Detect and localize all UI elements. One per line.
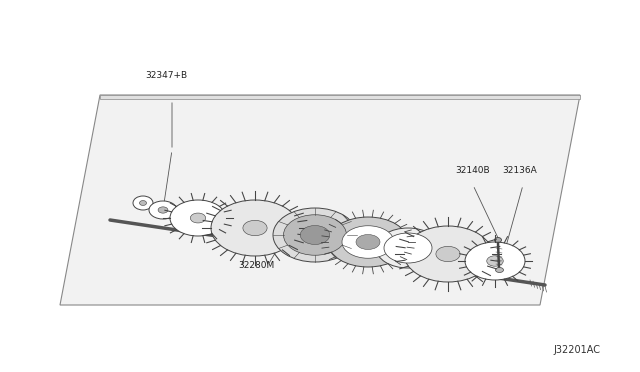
Ellipse shape <box>495 237 502 243</box>
Text: 32140B: 32140B <box>455 166 490 175</box>
Polygon shape <box>100 95 580 99</box>
Ellipse shape <box>495 267 504 273</box>
Ellipse shape <box>404 226 492 282</box>
Text: 32136A: 32136A <box>502 166 537 175</box>
Ellipse shape <box>487 256 503 266</box>
Ellipse shape <box>170 200 226 236</box>
Ellipse shape <box>133 196 153 210</box>
Ellipse shape <box>140 201 147 205</box>
Ellipse shape <box>190 213 205 223</box>
Ellipse shape <box>149 201 177 219</box>
Ellipse shape <box>243 220 267 236</box>
Ellipse shape <box>342 226 394 258</box>
Ellipse shape <box>384 233 432 263</box>
Ellipse shape <box>158 207 168 213</box>
Ellipse shape <box>273 208 357 262</box>
Text: 32280M: 32280M <box>238 261 275 270</box>
Ellipse shape <box>465 242 525 280</box>
Ellipse shape <box>328 217 408 267</box>
Text: J32201AC: J32201AC <box>553 345 600 355</box>
Ellipse shape <box>376 228 440 268</box>
Ellipse shape <box>436 246 460 262</box>
Ellipse shape <box>284 215 346 255</box>
Ellipse shape <box>356 234 380 250</box>
Ellipse shape <box>300 225 330 244</box>
Text: 32347+B: 32347+B <box>145 71 187 80</box>
Ellipse shape <box>211 200 299 256</box>
Polygon shape <box>60 95 580 305</box>
